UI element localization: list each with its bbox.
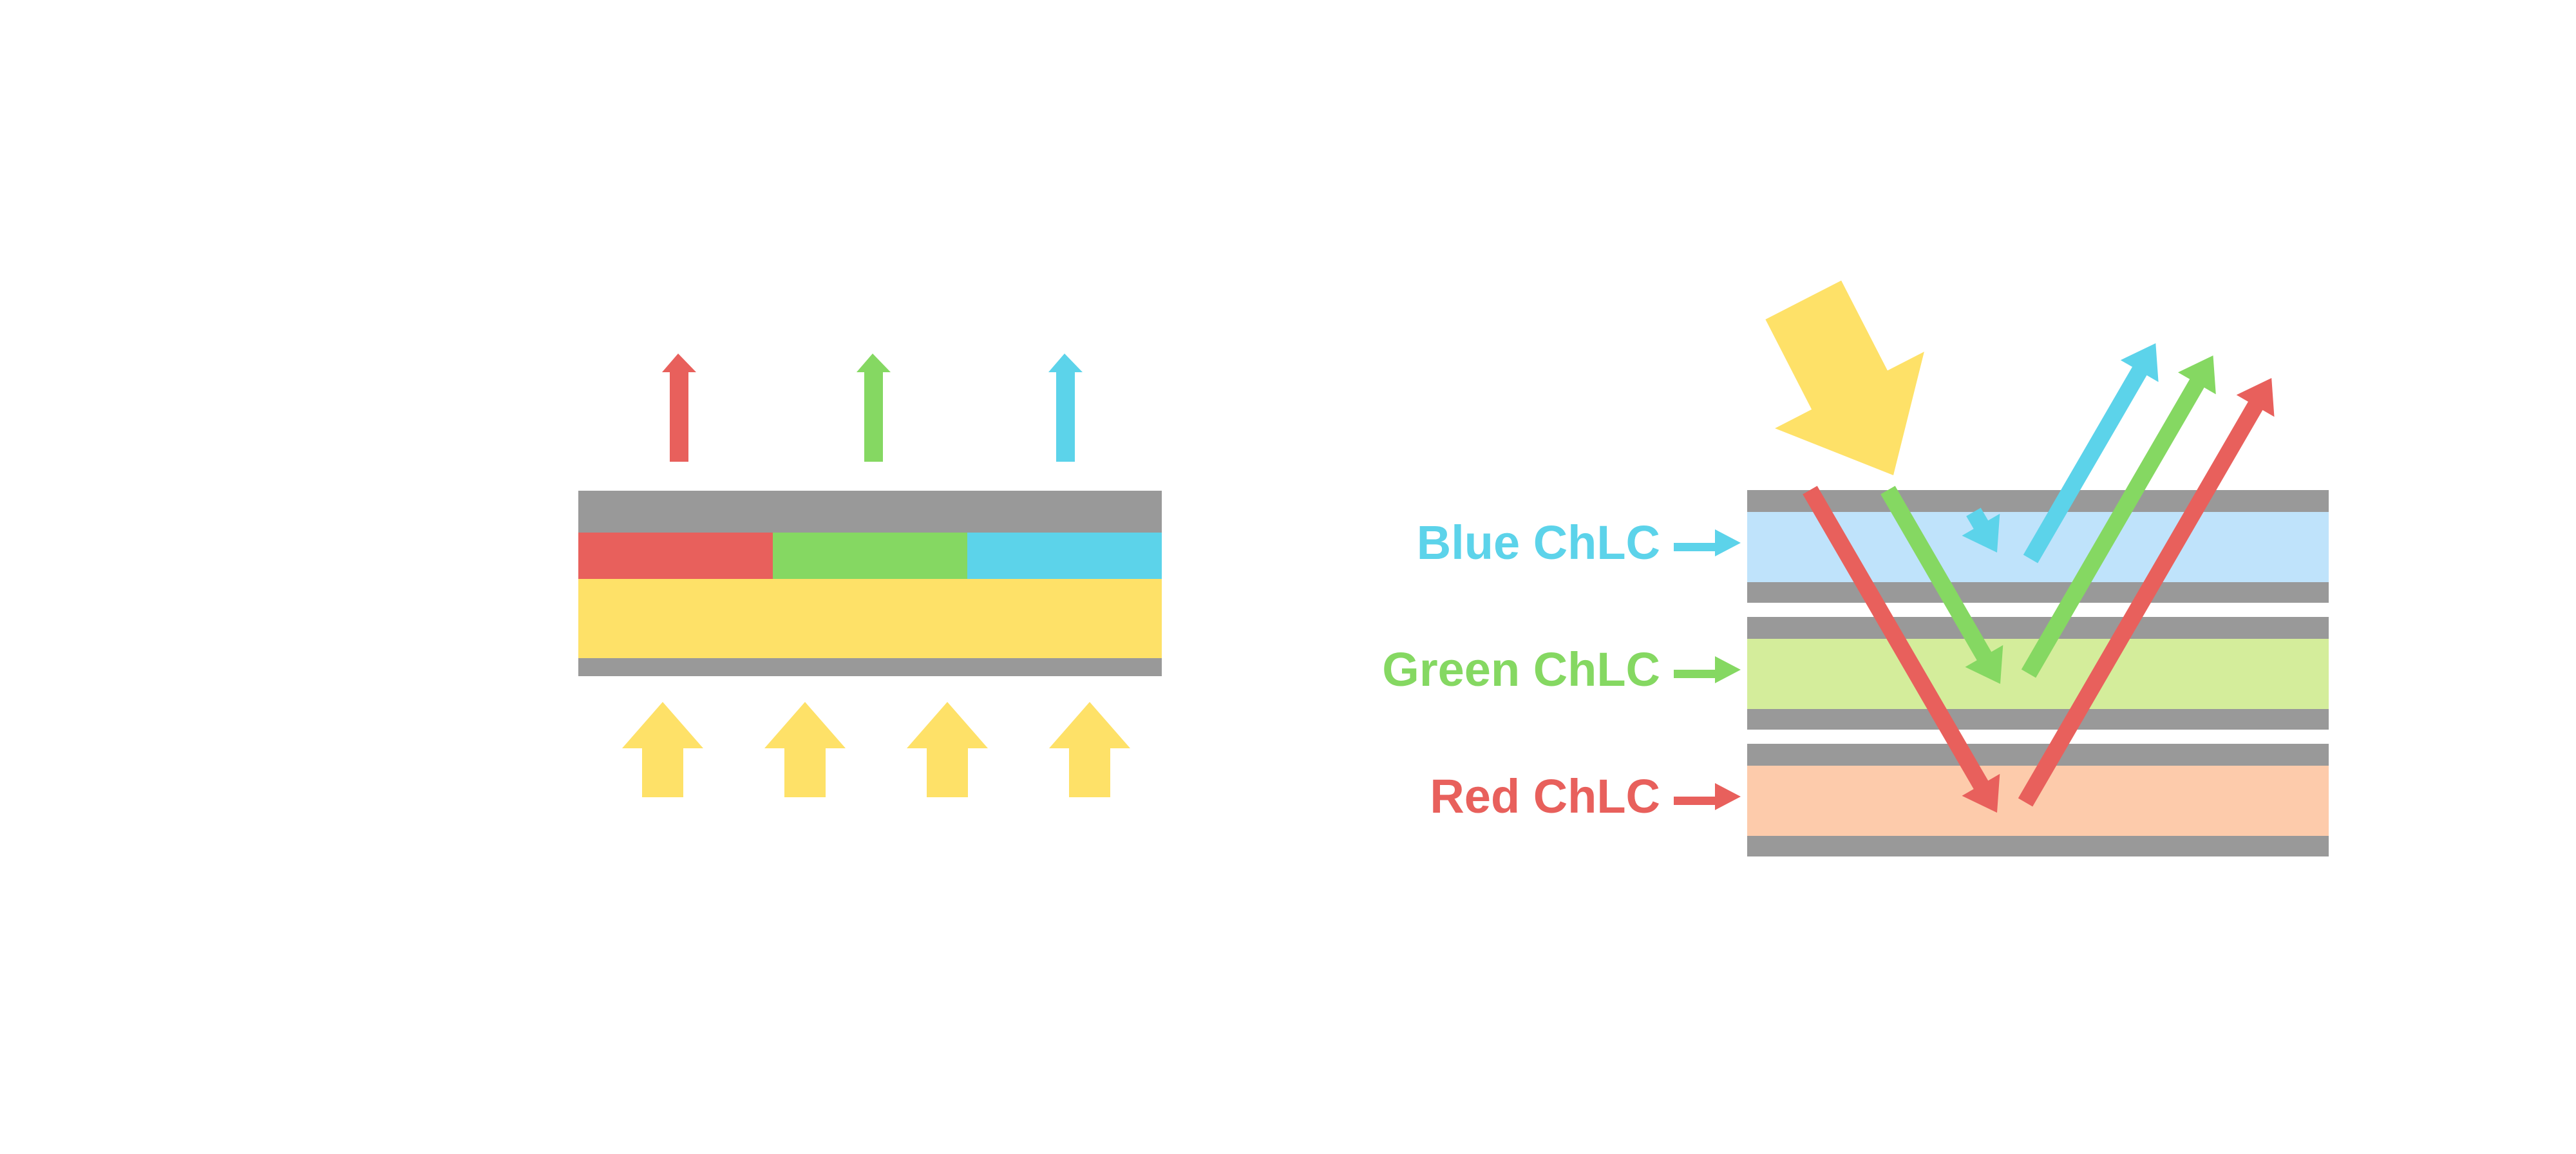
svg-text:Blue ChLC: Blue ChLC — [1417, 516, 1660, 569]
svg-text:Green ChLC: Green ChLC — [1382, 643, 1660, 696]
svg-text:Red ChLC: Red ChLC — [1430, 770, 1660, 823]
